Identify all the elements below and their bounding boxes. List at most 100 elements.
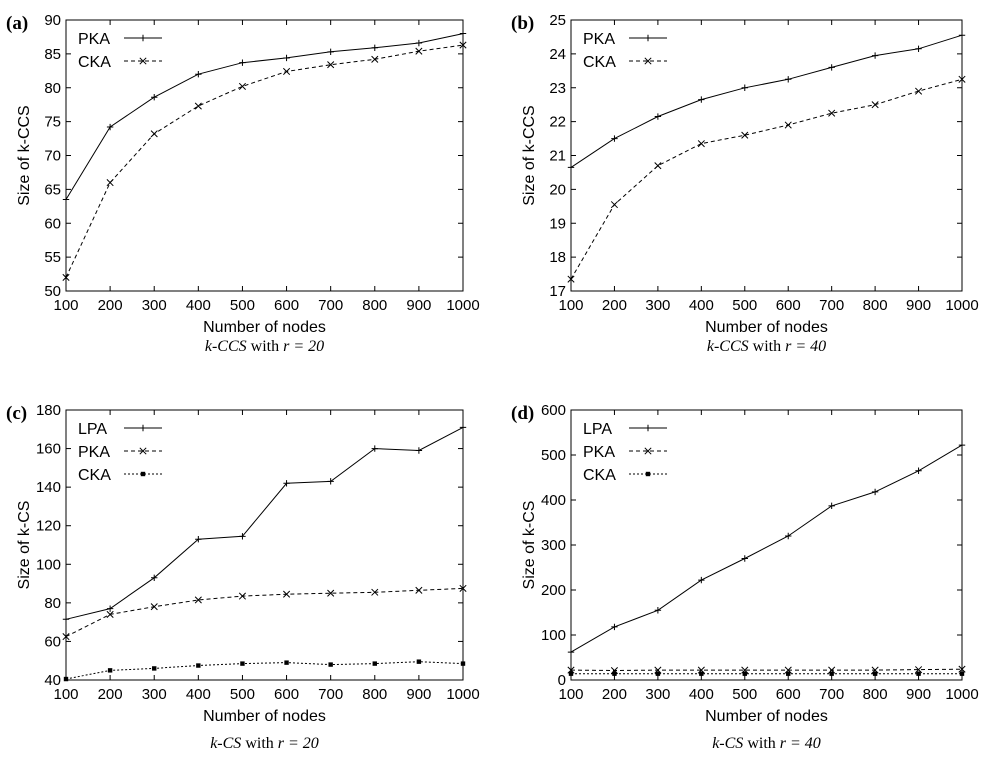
- legend-label: PKA: [583, 444, 615, 461]
- y-tick-label: 60: [44, 215, 61, 232]
- caption-math-measure: k-CS: [210, 735, 241, 752]
- series-line: [570, 444, 963, 653]
- data-point: [915, 87, 923, 95]
- chart-panel: (b) 100 200 300 400 500 600 700 800 900 1000 17 18 19…: [511, 12, 979, 355]
- x-tick-label: 900: [406, 686, 431, 703]
- x-tick-label: 1000: [945, 686, 978, 703]
- legend-marker: [644, 34, 652, 42]
- data-point: [327, 478, 334, 485]
- data-point: [698, 96, 705, 103]
- data-point: [63, 676, 69, 682]
- data-point: [62, 616, 70, 623]
- data-point: [699, 671, 704, 676]
- x-tick-label: 200: [98, 686, 123, 703]
- data-point: [741, 131, 749, 139]
- data-point: [415, 39, 423, 47]
- x-tick-label: 1000: [945, 297, 978, 314]
- x-axis-label: Number of nodes: [203, 319, 326, 336]
- series-line: [570, 34, 963, 168]
- data-point: [459, 424, 467, 431]
- series-cka: [568, 671, 965, 676]
- x-tick-label: 200: [602, 686, 627, 703]
- y-tick-label: 22: [549, 114, 566, 131]
- y-tick-label: 55: [44, 249, 61, 266]
- x-tick-label: 900: [906, 686, 931, 703]
- data-point: [459, 41, 467, 49]
- data-point: [459, 584, 467, 592]
- legend-marker: [644, 57, 652, 65]
- data-point: [698, 576, 705, 584]
- x-tick-label: 700: [318, 297, 343, 314]
- data-point: [415, 47, 423, 55]
- y-tick-label: 23: [549, 80, 566, 97]
- legend-entry: PKA: [78, 444, 162, 461]
- caption-connector: with: [743, 735, 779, 752]
- legend-marker: [645, 471, 651, 477]
- y-tick-label: 90: [44, 12, 61, 29]
- y-tick-label: 75: [44, 114, 61, 131]
- data-point: [238, 82, 246, 90]
- data-point: [283, 67, 291, 76]
- data-point: [567, 648, 575, 656]
- data-point: [568, 671, 574, 676]
- data-point: [283, 480, 290, 487]
- y-tick-label: 100: [541, 627, 566, 644]
- legend-label: PKA: [583, 31, 615, 48]
- y-tick-label: 200: [541, 582, 566, 599]
- legend-entry: CKA: [78, 467, 162, 484]
- panel-caption: k-CCS with r = 40: [707, 338, 826, 355]
- y-axis-label: Size of k-CS: [16, 501, 33, 590]
- data-point: [784, 121, 792, 129]
- legend-label: CKA: [583, 467, 616, 484]
- x-tick-label: 300: [142, 686, 167, 703]
- panel-caption: k-CCS with r = 20: [205, 338, 324, 355]
- legend-marker: [644, 447, 652, 455]
- series-pka: [567, 665, 966, 675]
- series-line: [570, 668, 963, 672]
- x-tick-label: 700: [318, 686, 343, 703]
- x-tick-label: 1000: [446, 686, 479, 703]
- plot-frame: [65, 409, 464, 681]
- caption-connector: with: [241, 735, 277, 752]
- data-point: [612, 671, 617, 676]
- data-point: [654, 162, 662, 170]
- data-point: [106, 610, 114, 618]
- x-tick-label: 400: [689, 297, 714, 314]
- data-point: [152, 666, 157, 671]
- data-point: [415, 586, 423, 594]
- x-tick-label: 400: [186, 686, 211, 703]
- data-point: [328, 662, 333, 667]
- x-tick-label: 800: [362, 297, 387, 314]
- data-point: [697, 140, 705, 148]
- data-point: [610, 201, 618, 209]
- caption-math-radius: r = 20: [283, 338, 324, 355]
- series-pka: [567, 32, 966, 171]
- legend-label: LPA: [78, 421, 107, 438]
- x-tick-label: 100: [558, 297, 583, 314]
- data-point: [655, 671, 661, 676]
- data-point: [741, 84, 748, 91]
- series-cka: [567, 75, 966, 283]
- x-tick-label: 600: [274, 686, 299, 703]
- legend-label: CKA: [78, 54, 111, 71]
- legend-entry: LPA: [78, 421, 162, 438]
- x-tick-label: 800: [863, 686, 888, 703]
- data-point: [958, 75, 966, 83]
- legend-entry: CKA: [78, 54, 162, 71]
- y-axis-label: Size of k-CCS: [16, 105, 33, 205]
- data-point: [828, 502, 835, 510]
- y-tick-label: 25: [549, 12, 566, 29]
- legend-entry: CKA: [583, 54, 667, 71]
- x-tick-label: 300: [142, 297, 167, 314]
- legend-label: PKA: [78, 444, 110, 461]
- y-tick-label: 100: [36, 556, 61, 573]
- series-pka: [62, 584, 467, 641]
- series-lpa: [62, 424, 467, 623]
- data-point: [371, 588, 379, 596]
- caption-connector: with: [749, 338, 785, 355]
- x-tick-label: 500: [230, 297, 255, 314]
- data-point: [958, 665, 966, 673]
- data-point: [195, 71, 202, 78]
- y-tick-label: 140: [36, 479, 61, 496]
